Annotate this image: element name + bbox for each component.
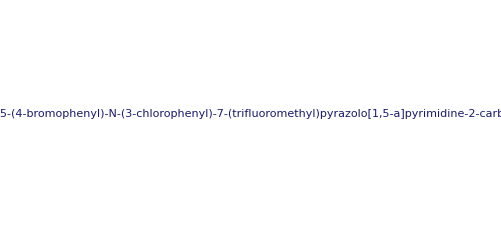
Text: 3-bromo-5-(4-bromophenyl)-N-(3-chlorophenyl)-7-(trifluoromethyl)pyrazolo[1,5-a]p: 3-bromo-5-(4-bromophenyl)-N-(3-chlorophe…	[0, 109, 501, 120]
